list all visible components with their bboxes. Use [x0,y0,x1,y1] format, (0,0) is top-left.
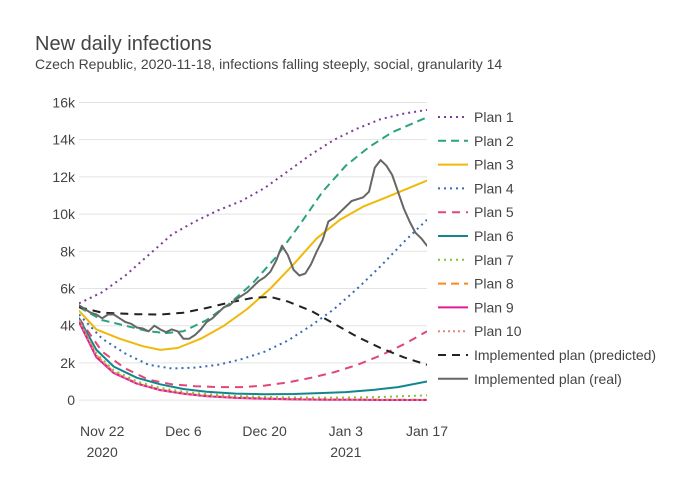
legend-item[interactable]: Plan 10 [438,323,522,339]
chart-subtitle: Czech Republic, 2020-11-18, infections f… [35,56,502,72]
legend-item[interactable]: Plan 1 [438,109,514,125]
legend[interactable]: Plan 1 Plan 2 Plan 3 Plan 4 Plan 5 Plan 6 Plan… [438,109,656,387]
legend-label: Plan 4 [474,180,514,196]
x-tick-label: Dec 6 [165,423,202,439]
x-tick-year-label: 2020 [87,444,118,460]
series-line-9 [79,321,427,401]
legend-item[interactable]: Plan 3 [438,157,514,173]
legend-label: Plan 8 [474,276,514,292]
series-line-8 [79,319,427,401]
x-tick-label: Jan 17 [406,423,448,439]
legend-item[interactable]: Implemented plan (real) [438,371,622,387]
x-tick-year-label: 2021 [330,444,361,460]
legend-item[interactable]: Plan 9 [438,299,514,315]
series-line-1 [79,108,427,305]
legend-label: Plan 2 [474,133,514,149]
legend-item[interactable]: Implemented plan (predicted) [438,347,656,363]
series-line-6 [79,317,427,396]
legend-label: Implemented plan (real) [474,371,622,387]
legend-label: Plan 10 [474,323,522,339]
y-tick-label: 10k [52,206,76,222]
series-line-11 [79,295,427,366]
series-line-4 [79,218,427,370]
gridlines [79,101,427,401]
legend-item[interactable]: Plan 5 [438,204,514,220]
legend-label: Plan 1 [474,109,514,125]
legend-label: Implemented plan (predicted) [474,347,656,363]
legend-item[interactable]: Plan 8 [438,276,514,292]
legend-item[interactable]: Plan 7 [438,252,514,268]
x-tick-label: Nov 22 [80,423,125,439]
series-line-10 [79,319,427,401]
legend-item[interactable]: Plan 6 [438,228,514,244]
y-tick-label: 12k [52,169,76,185]
y-tick-label: 2k [60,355,76,371]
legend-label: Plan 5 [474,204,514,220]
x-tick-label: Dec 20 [242,423,287,439]
legend-item[interactable]: Plan 4 [438,180,514,196]
series-line-2 [79,116,427,335]
legend-item[interactable]: Plan 2 [438,133,514,149]
x-tick-label: Jan 3 [329,423,363,439]
series-line-7 [79,319,427,399]
series-lines [79,108,427,401]
chart-title: New daily infections [35,33,212,55]
y-tick-label: 6k [60,280,76,296]
y-tick-label: 16k [52,94,76,110]
y-tick-label: 4k [60,318,76,334]
y-tick-label: 0 [67,392,75,408]
legend-label: Plan 6 [474,228,514,244]
legend-label: Plan 3 [474,157,514,173]
y-tick-label: 14k [52,132,76,148]
legend-label: Plan 9 [474,299,514,315]
axes: 0 2k 4k 6k 8k 10k 12k 14k 16k Nov 22 2020 Dec 6 Dec … [52,94,448,460]
series-line-5 [79,317,427,389]
y-tick-label: 8k [60,243,76,259]
legend-label: Plan 7 [474,252,514,268]
series-line-12 [79,159,427,340]
series-line-3 [79,179,427,351]
